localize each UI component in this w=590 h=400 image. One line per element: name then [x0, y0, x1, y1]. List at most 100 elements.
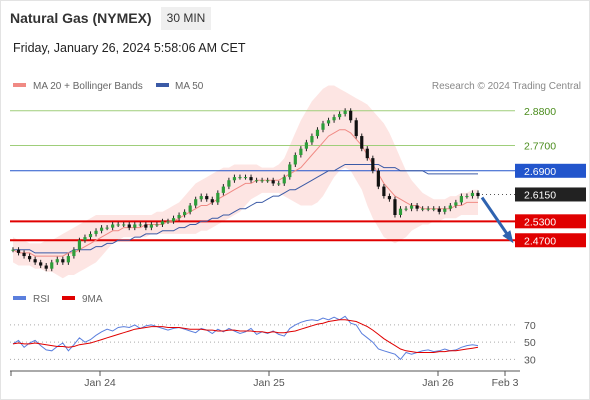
- candle-body: [22, 252, 26, 257]
- candle-body: [77, 240, 82, 250]
- ma9-legend-swatch: [62, 296, 75, 300]
- candle-body: [354, 120, 358, 137]
- candle-body: [393, 199, 397, 215]
- level-label-support: 2.4700: [524, 235, 556, 247]
- rsi-series-rsi: [12, 315, 479, 361]
- candle-body: [160, 221, 165, 225]
- candle-body: [221, 186, 225, 193]
- level-tag-support: [515, 233, 586, 248]
- level-label-resistance: 2.7700: [524, 141, 556, 153]
- candle-body: [94, 230, 98, 234]
- candle-body: [210, 199, 214, 203]
- candle-body: [382, 186, 386, 197]
- candle-body: [227, 180, 231, 187]
- candle-body: [448, 205, 452, 209]
- candle-body: [404, 208, 408, 210]
- candle-body: [321, 123, 325, 130]
- candle-body: [205, 196, 209, 200]
- ma50-legend-swatch: [156, 83, 169, 87]
- time-tick-label: Jan 26: [422, 377, 454, 389]
- candle-body: [149, 224, 153, 228]
- candle-body: [111, 224, 115, 228]
- candle-body: [304, 142, 308, 149]
- candle-body: [116, 224, 120, 226]
- candle-body: [232, 177, 237, 181]
- candle-body: [476, 192, 480, 197]
- level-label-pivot: 2.6900: [524, 166, 556, 178]
- candle-body: [371, 158, 375, 171]
- candle-body: [443, 208, 447, 212]
- forecast-arrow: [480, 196, 512, 240]
- candle-body: [144, 224, 148, 228]
- candle-body: [216, 192, 220, 203]
- candle-body: [44, 265, 48, 269]
- price-levels: [10, 110, 515, 242]
- candle-body: [282, 177, 286, 184]
- candle-body: [171, 218, 176, 222]
- candle-body: [454, 202, 458, 206]
- candles: [11, 108, 480, 272]
- candle-body: [122, 224, 126, 226]
- rsi-series-9ma: [12, 319, 479, 353]
- candle-body: [238, 177, 242, 179]
- rsi-tick-label: 30: [524, 354, 536, 366]
- candle-body: [277, 183, 281, 185]
- candle-body: [437, 208, 441, 212]
- time-axis: Jan 24 Jan 25 Jan 26 Feb 3: [10, 370, 520, 389]
- rsi-panel: 30 50 70: [10, 315, 536, 366]
- candle-body: [61, 259, 65, 263]
- ma9-legend-label: 9MA: [82, 294, 103, 305]
- rsi-legend-label: RSI: [33, 294, 50, 305]
- timeframe-badge[interactable]: 30 MIN: [161, 7, 211, 30]
- candle-body: [326, 120, 331, 124]
- candle-body: [194, 199, 198, 206]
- level-label-resistance: 2.8800: [524, 106, 556, 118]
- level-labels: 2.8800 2.7700 2.6900 2.5300 2.4700 2.6150: [480, 106, 586, 248]
- forecast-arrowhead: [502, 230, 514, 244]
- candle-body: [426, 208, 430, 210]
- candle-body: [249, 177, 253, 181]
- candle-body: [470, 192, 475, 197]
- candle-body: [421, 208, 425, 210]
- ma50-legend-label: MA 50: [175, 81, 204, 92]
- rsi-legend-swatch: [13, 296, 26, 300]
- ma20-line: [12, 129, 478, 257]
- moving-averages: [12, 129, 478, 257]
- level-tag-support: [515, 214, 586, 229]
- candle-body: [343, 110, 347, 114]
- candle-body: [288, 164, 292, 178]
- candle-body: [177, 215, 181, 219]
- candle-body: [349, 110, 353, 121]
- research-credit: Research © 2024 Trading Central: [432, 81, 581, 92]
- ma50-line: [13, 164, 478, 254]
- candle-body: [338, 113, 342, 118]
- candle-body: [88, 233, 93, 238]
- candle-body: [360, 136, 364, 149]
- rsi-tick-label: 50: [524, 337, 536, 349]
- ma20-legend-label: MA 20 + Bollinger Bands: [33, 81, 143, 92]
- instrument-title: Natural Gas (NYMEX): [10, 10, 152, 26]
- time-tick-label: Feb 3: [492, 377, 519, 389]
- ma20-legend-swatch: [13, 83, 26, 87]
- candle-body: [299, 148, 303, 155]
- last-price-label: 2.6150: [524, 189, 556, 201]
- candle-body: [365, 148, 369, 159]
- candle-body: [243, 177, 248, 179]
- candle-body: [293, 155, 297, 165]
- level-label-support: 2.5300: [524, 216, 556, 228]
- candle-body: [398, 208, 403, 215]
- candle-body: [50, 262, 54, 269]
- candle-body: [271, 180, 275, 184]
- candle-body: [39, 262, 43, 266]
- candle-body: [133, 224, 137, 228]
- candle-body: [260, 180, 264, 182]
- candle-body: [387, 196, 392, 200]
- candle-body: [415, 205, 419, 209]
- candle-body: [188, 205, 192, 212]
- candle-body: [33, 259, 37, 263]
- candle-body: [183, 211, 187, 215]
- candle-body: [332, 117, 336, 121]
- candle-body: [266, 180, 270, 182]
- candle-body: [254, 180, 259, 182]
